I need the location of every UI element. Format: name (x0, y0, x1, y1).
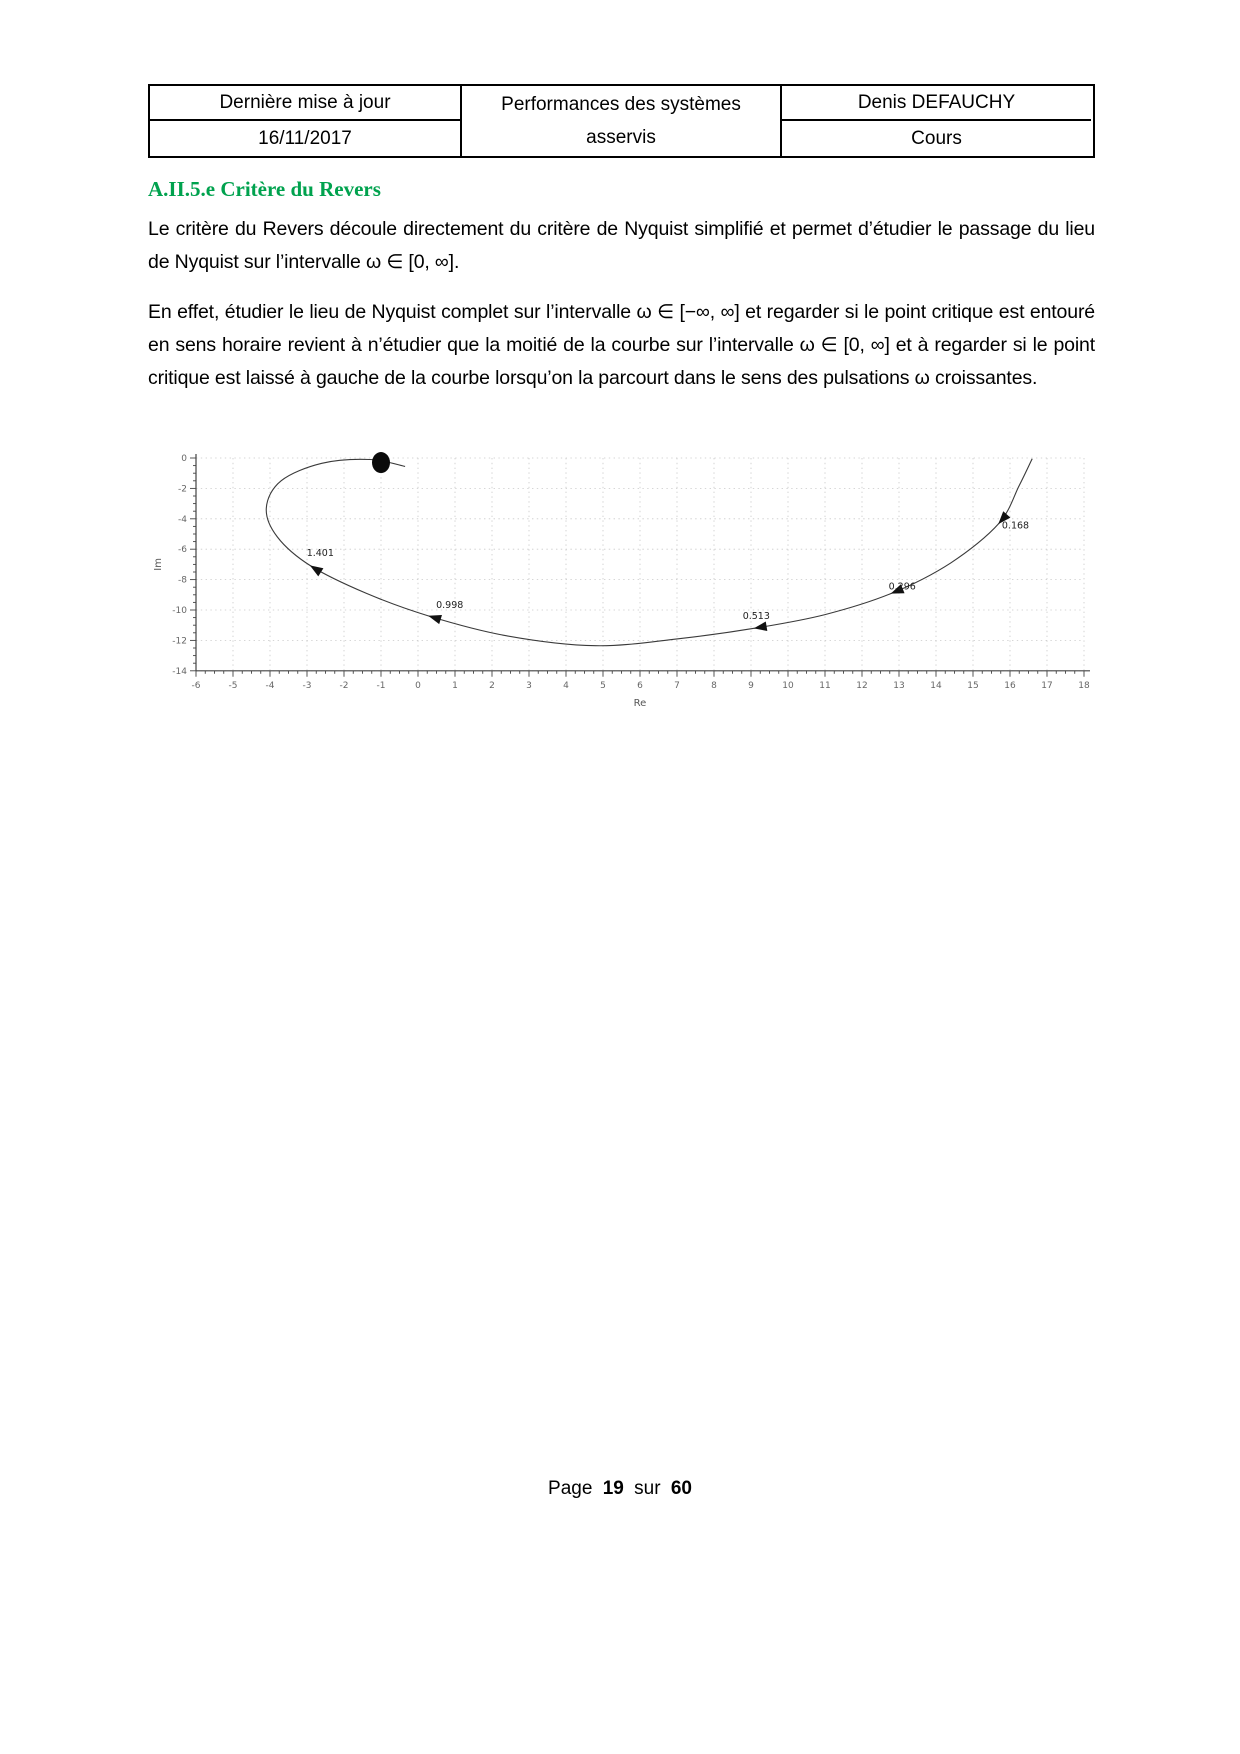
svg-text:9: 9 (748, 681, 754, 691)
nyquist-chart: -6 -5 -4 -3 -2 -1 0 1 2 3 4 5 6 7 8 9 10 11 12 13 14 15 16 17 18… (153, 452, 1090, 709)
svg-text:14: 14 (930, 681, 942, 691)
omega-value-label: 0.168 (1002, 520, 1029, 531)
svg-text:17: 17 (1041, 681, 1052, 691)
svg-text:0: 0 (415, 681, 421, 691)
svg-text:1: 1 (452, 681, 458, 691)
omega-value-label: 0.513 (743, 611, 770, 622)
svg-text:4: 4 (563, 681, 569, 691)
nyquist-curve (265, 458, 1033, 647)
svg-text:-2: -2 (340, 681, 349, 691)
svg-text:3: 3 (526, 681, 532, 691)
page-footer: Page 19 sur 60 (0, 1478, 1240, 1500)
header-cell-updated-label: Dernière mise à jour (150, 86, 462, 121)
svg-text:15: 15 (967, 681, 978, 691)
svg-text:-4: -4 (178, 515, 187, 525)
section-heading: A.II.5.e Critère du Revers (148, 177, 381, 201)
svg-text:-4: -4 (266, 681, 275, 691)
svg-text:Re: Re (634, 698, 647, 709)
header-cell-author: Denis DEFAUCHY (782, 86, 1091, 121)
omega-value-label: 0.998 (436, 600, 463, 611)
svg-text:7: 7 (674, 681, 680, 691)
svg-text:-8: -8 (178, 576, 187, 586)
header-cell-course-title: Performances des systèmes asservis (462, 86, 782, 156)
svg-text:10: 10 (782, 681, 794, 691)
footer-prefix: Page (548, 1478, 593, 1499)
omega-value-label: 1.401 (307, 548, 334, 559)
curve-direction-arrow (753, 621, 768, 631)
svg-text:-5: -5 (229, 681, 238, 691)
svg-text:16: 16 (1004, 681, 1016, 691)
curve-direction-arrow (890, 584, 905, 594)
critical-point-marker (372, 452, 390, 474)
svg-text:11: 11 (819, 681, 830, 691)
svg-text:-10: -10 (172, 606, 187, 616)
svg-text:Im: Im (153, 558, 164, 571)
svg-text:18: 18 (1078, 681, 1090, 691)
curve-direction-arrow (428, 614, 442, 625)
footer-separator: sur (634, 1478, 661, 1499)
svg-text:2: 2 (489, 681, 495, 691)
svg-text:0: 0 (181, 454, 187, 464)
header-table: Dernière mise à jour 16/11/2017 Performa… (148, 84, 1095, 158)
svg-text:8: 8 (711, 681, 717, 691)
svg-text:-6: -6 (178, 545, 187, 555)
omega-value-label: 0.296 (889, 581, 916, 592)
footer-page-number: 19 (602, 1478, 624, 1499)
svg-text:12: 12 (856, 681, 867, 691)
svg-text:-6: -6 (192, 681, 201, 691)
svg-text:-1: -1 (377, 681, 386, 691)
svg-text:-14: -14 (172, 667, 187, 677)
header-cell-updated-date: 16/11/2017 (150, 121, 462, 156)
svg-text:13: 13 (893, 681, 904, 691)
footer-total-pages: 60 (670, 1478, 692, 1499)
curve-direction-arrow (309, 565, 324, 577)
header-cell-doc-type: Cours (911, 127, 962, 149)
svg-text:5: 5 (600, 681, 606, 691)
svg-text:-3: -3 (303, 681, 312, 691)
svg-text:-12: -12 (172, 636, 187, 646)
svg-text:6: 6 (637, 681, 643, 691)
paragraph-intro: Le critère du Revers découle directement… (148, 218, 1095, 273)
curve-direction-arrow (998, 511, 1011, 525)
paragraph-explanation: En effet, étudier le lieu de Nyquist com… (148, 301, 1095, 389)
svg-text:-2: -2 (178, 484, 187, 494)
